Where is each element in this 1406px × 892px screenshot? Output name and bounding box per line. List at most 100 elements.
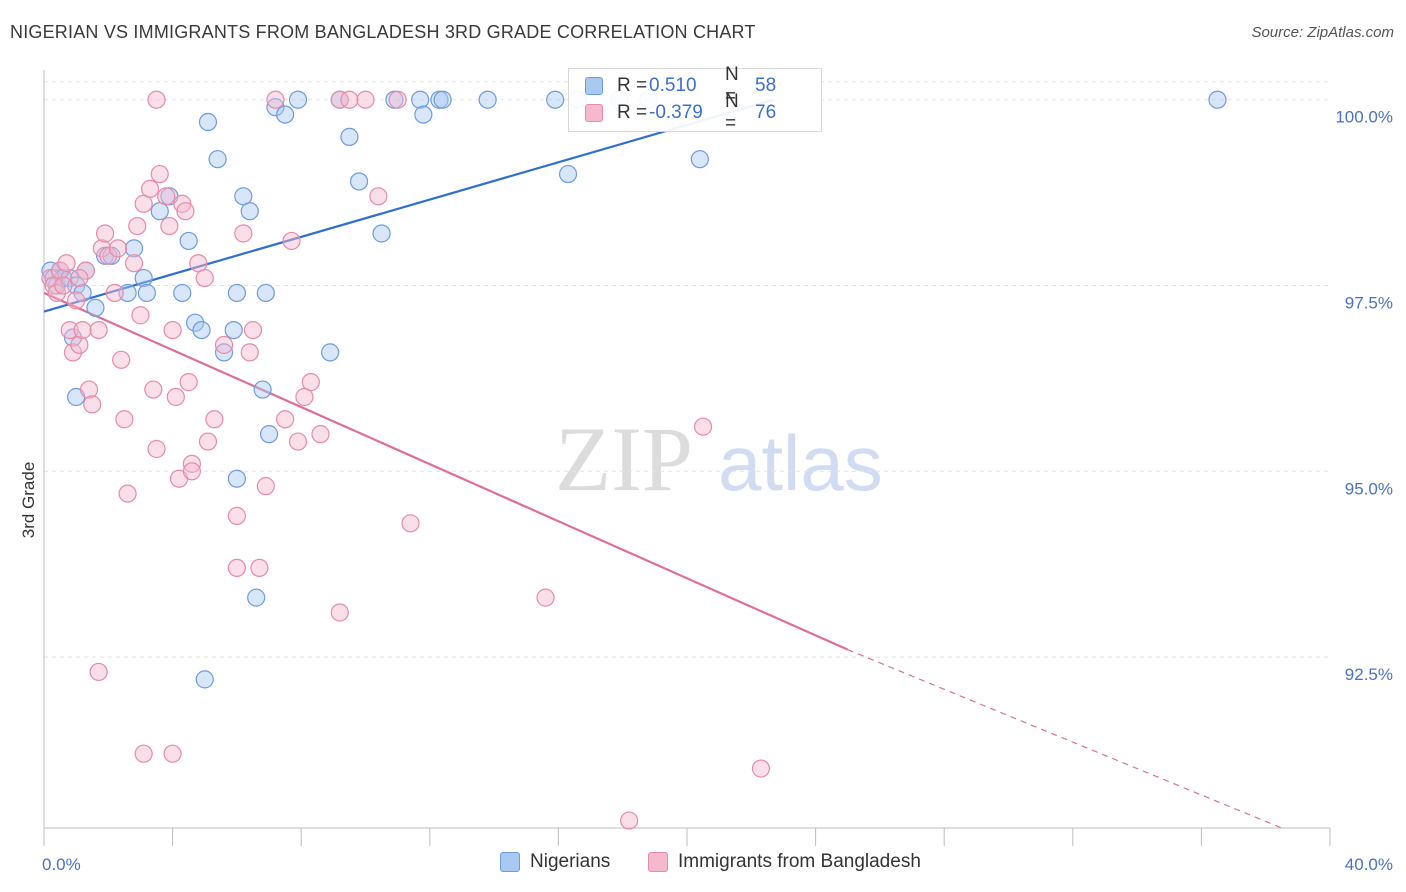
bangladesh-point [198,432,218,451]
bangladesh-point [99,246,118,265]
y-tick-label: 92.5% [1345,665,1393,684]
nigerian-point [118,283,137,303]
bangladesh-point [147,90,166,109]
nigerian-point [137,283,156,303]
bangladesh-point [182,462,201,481]
legend-r-label: R = [617,102,648,123]
bangladesh-point [83,395,102,414]
nigerian-point [253,380,272,399]
bangladesh-point [693,417,713,436]
bangladesh-point [160,216,179,236]
legend-swatch-blue [585,77,603,95]
bangladesh-point [70,335,89,355]
bangladesh-point [214,335,234,355]
nigerian-point [247,588,266,607]
legend-r-value: -0.379 [649,102,703,123]
nigerian-point [224,320,243,340]
nigerian-point [186,313,205,332]
nigerian-point [349,172,369,191]
bangladesh-point [70,268,89,288]
bangladesh-point [330,90,349,109]
nigerian-point [214,343,234,362]
nigerian-point [179,231,198,251]
watermark: ZIP atlas [555,408,883,510]
legend-r-value: 0.510 [649,75,697,96]
legend-swatch-blue [500,852,520,872]
nigerian-point [86,298,105,317]
bangladesh-point [108,239,128,258]
nigerian-point [288,90,308,109]
nigerian-point [259,425,279,444]
bangladesh-point [330,603,349,622]
watermark-zip: ZIP [555,408,693,510]
legend-n-value: 76 [755,102,777,123]
source-label: Source: ZipAtlas.com [1251,24,1394,41]
nigerian-point [478,90,497,109]
series-legend: Nigerians Immigrants from Bangladesh [0,851,1406,879]
legend-row-bangladesh: R = -0.379 N = 76 [585,91,777,134]
legend-label-nigerians: Nigerians [530,851,611,872]
bangladesh-point [250,558,269,578]
nigerian-point [60,268,79,288]
bangladesh-point [118,484,137,503]
bangladesh-point [105,283,124,303]
nigerian-point [433,90,452,109]
legend-n-value: 58 [755,75,777,96]
bangladesh-point [57,254,76,273]
bangladesh-point [234,224,253,243]
watermark-atlas: atlas [718,419,883,507]
y-tick-label: 97.5% [1345,294,1393,313]
bangladesh-point [79,380,99,399]
bangladesh-point [63,343,83,362]
bangladesh-point [124,254,144,273]
bangladesh-point [205,410,224,429]
bangladesh-point [112,350,131,369]
bangladesh-point [128,216,147,236]
bangladesh-point [147,439,166,459]
legend-label-bangladesh: Immigrants from Bangladesh [678,851,921,872]
correlation-legend: R = 0.510 N = 58 R = -0.379 N = 76 [568,64,822,134]
legend-n-label: N = [725,91,739,134]
legend-item-nigerians[interactable]: Nigerians [500,851,610,873]
nigerian-point [240,202,259,221]
bangladesh-point [60,320,79,340]
bangladesh-point [311,425,330,444]
bangladesh-point [144,380,163,399]
nigerian-point [173,283,192,303]
bangladesh-point [166,387,185,407]
nigerian-point [192,320,211,340]
legend-row-nigerians: R = 0.510 N = 58 [585,64,777,107]
nigerian-point [546,90,565,109]
bangladesh-point [67,291,86,310]
legend-item-bangladesh[interactable]: Immigrants from Bangladesh [648,851,921,873]
bangladesh-point [134,744,153,763]
bangladesh-point [256,477,275,496]
legend-n-label: N = [725,64,739,107]
bangladesh-point [89,320,108,340]
bangladesh-trend-line [43,291,849,651]
bangladesh-point [301,373,320,392]
bangladesh-point [276,410,295,429]
bangladesh-point [140,179,160,199]
bangladesh-point [369,187,388,206]
y-tick-label: 100.0% [1335,108,1393,127]
bangladesh-point [240,343,259,362]
nigerian-point [208,150,227,169]
bangladesh-point [95,224,115,243]
nigerian-point [134,268,153,288]
bangladesh-point [388,90,407,109]
bangladesh-point [89,662,108,682]
bangladesh-point [266,90,285,109]
bangladesh-point [131,306,150,325]
bangladesh-point [176,202,195,221]
x-tick-label-max: 40.0% [1345,855,1393,874]
bangladesh-point [227,558,246,578]
chart-title: NIGERIAN VS IMMIGRANTS FROM BANGLADESH 3… [10,22,756,42]
bangladesh-point [163,744,182,763]
bangladesh-point [73,320,92,340]
nigerian-point [321,343,340,362]
x-tick-label-min: 0.0% [42,855,81,874]
axes [43,70,1331,846]
bangladesh-point [243,320,263,340]
bangladesh-trend-extension [847,649,1283,829]
